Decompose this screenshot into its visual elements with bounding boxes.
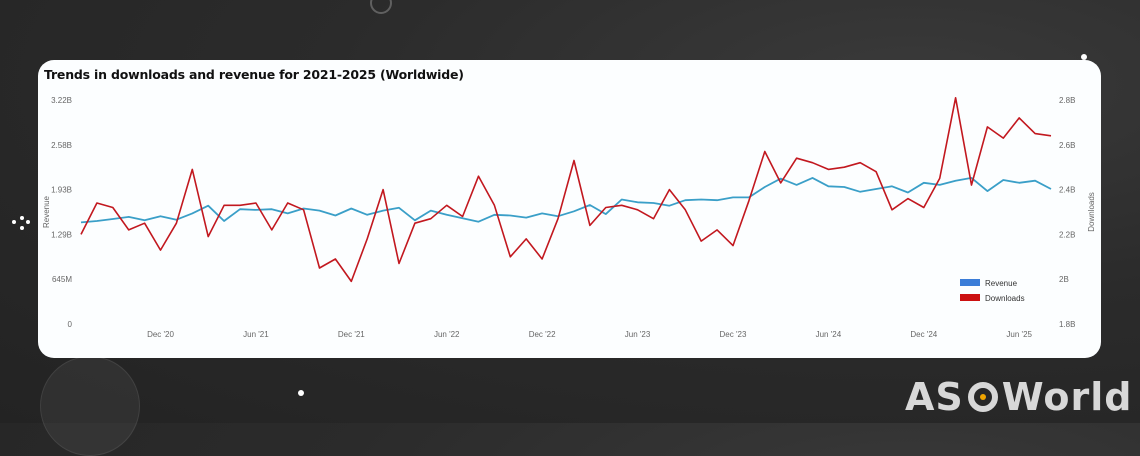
brand-o-icon <box>967 382 998 412</box>
y-right-tick-label: 2.6B <box>1059 141 1075 150</box>
downloads-series-line <box>80 96 1052 283</box>
decorative-circle <box>40 356 140 456</box>
legend-label-downloads: Downloads <box>985 294 1025 303</box>
y-right-tick-label: 2B <box>1059 275 1069 284</box>
y-left-axis-title: Revenue <box>42 195 51 228</box>
decorative-ring <box>370 0 392 14</box>
brand-logo: AS World <box>905 375 1132 419</box>
legend-swatch-revenue <box>960 279 980 286</box>
y-left-tick-label: 2.58B <box>51 141 72 150</box>
x-tick-label: Jun '21 <box>243 330 269 339</box>
legend-label-revenue: Revenue <box>985 279 1018 288</box>
y-right-axis-title: Downloads <box>1087 192 1096 232</box>
revenue-series-line <box>80 177 1052 224</box>
x-tick-label: Jun '22 <box>434 330 460 339</box>
brand-text-left: AS <box>905 375 964 419</box>
y-right-tick-label: 1.8B <box>1059 320 1075 329</box>
y-left-tick-label: 0 <box>68 320 73 329</box>
decorative-dot <box>20 226 24 230</box>
y-left-tick-label: 645M <box>52 275 72 284</box>
y-right-tick-label: 2.2B <box>1059 230 1075 239</box>
x-tick-label: Dec '21 <box>338 330 365 339</box>
chart-title: Trends in downloads and revenue for 2021… <box>44 67 464 82</box>
decorative-dot <box>298 390 304 396</box>
x-tick-label: Jun '24 <box>816 330 842 339</box>
y-right-tick-label: 2.4B <box>1059 186 1075 195</box>
y-right-tick-label: 2.8B <box>1059 96 1075 105</box>
decorative-dot <box>1081 54 1087 60</box>
x-tick-label: Dec '24 <box>910 330 937 339</box>
x-tick-label: Dec '23 <box>720 330 747 339</box>
legend-swatch-downloads <box>960 294 980 301</box>
y-left-tick-label: 1.93B <box>51 186 72 195</box>
x-tick-label: Jun '23 <box>625 330 651 339</box>
brand-text-right: World <box>1001 375 1133 419</box>
chart-card: Trends in downloads and revenue for 2021… <box>38 60 1101 358</box>
decorative-dot <box>20 216 24 220</box>
x-tick-label: Dec '20 <box>147 330 174 339</box>
decorative-dot <box>12 220 16 224</box>
decorative-dot <box>26 220 30 224</box>
line-chart: 0 645M 1.29B 1.93B 2.58B 3.22B 1.8B 2B 2.2B 2.4B 2… <box>42 96 1096 339</box>
y-left-tick-label: 3.22B <box>51 96 72 105</box>
x-tick-label: Dec '22 <box>529 330 556 339</box>
y-left-tick-label: 1.29B <box>51 230 72 239</box>
x-tick-label: Jun '25 <box>1006 330 1032 339</box>
